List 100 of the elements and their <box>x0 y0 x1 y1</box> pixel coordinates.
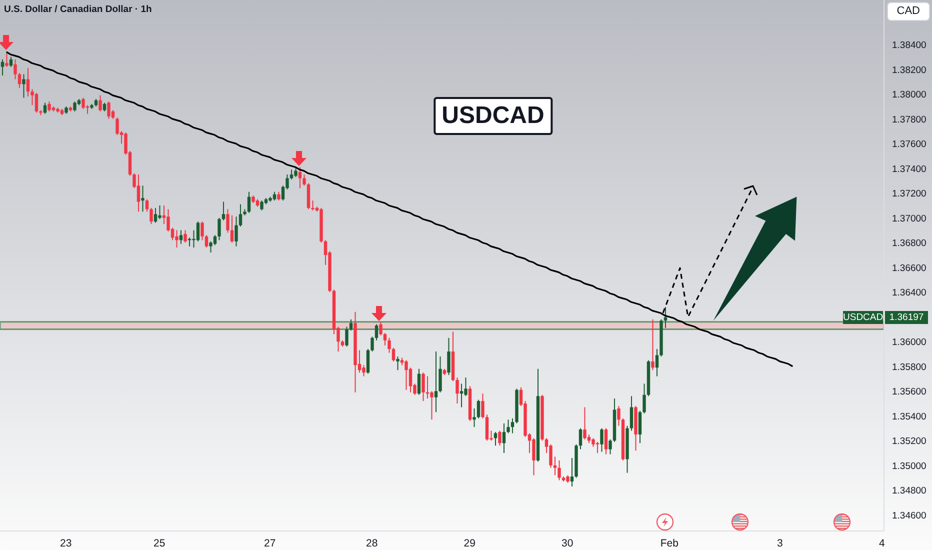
candlestick <box>596 441 600 454</box>
candlestick <box>209 240 212 254</box>
candlestick <box>238 204 242 228</box>
candlestick <box>34 92 38 114</box>
candlestick <box>485 414 489 442</box>
candlestick <box>247 191 251 214</box>
y-tick-label: 1.35400 <box>892 411 926 422</box>
candlestick <box>9 56 13 68</box>
candlestick <box>349 318 353 331</box>
chart-title: U.S. Dollar / Canadian Dollar · 1h <box>4 4 152 15</box>
candlestick <box>136 174 140 212</box>
candlestick <box>617 405 620 426</box>
candlestick <box>600 428 604 452</box>
candlestick <box>494 431 498 446</box>
y-tick-label: 1.37400 <box>892 164 926 175</box>
y-tick-label: 1.37200 <box>892 188 926 200</box>
candlestick <box>430 390 434 420</box>
candlestick <box>549 444 552 468</box>
candlestick <box>0 58 4 76</box>
y-tick-label: 1.35000 <box>892 460 926 472</box>
x-tick-label: Feb <box>660 537 679 550</box>
y-tick-label: 1.36000 <box>892 337 926 348</box>
y-tick-label: 1.35600 <box>892 386 926 398</box>
candlestick <box>141 185 144 212</box>
x-tick-label: 4 <box>878 537 885 550</box>
y-tick-label: 1.36800 <box>892 238 926 250</box>
candlestick <box>388 337 391 354</box>
candlestick <box>583 406 586 440</box>
candlestick <box>481 393 484 419</box>
candlestick <box>230 214 234 244</box>
candlestick <box>107 100 110 120</box>
candlestick <box>638 410 642 444</box>
candlestick <box>179 230 183 244</box>
candlestick <box>175 230 178 248</box>
candlestick <box>98 94 102 112</box>
y-tick-label: 1.35800 <box>892 362 926 373</box>
candlestick <box>438 356 442 393</box>
candlestick <box>366 348 370 374</box>
candlestick <box>82 97 85 110</box>
x-tick-label: 25 <box>154 537 166 550</box>
candlestick <box>298 166 302 189</box>
candlestick <box>642 383 646 414</box>
y-tick-label: 1.34800 <box>892 486 926 497</box>
y-axis-title: CAD <box>886 2 930 21</box>
candlestick <box>213 234 217 246</box>
candlestick <box>48 100 51 112</box>
candlestick <box>404 360 408 390</box>
y-tick-label: 1.38000 <box>892 90 926 101</box>
candlestick <box>460 383 464 408</box>
candlestick <box>5 52 8 68</box>
candlestick <box>73 100 76 112</box>
candlestick <box>184 230 187 244</box>
candlestick <box>200 221 204 241</box>
y-tick-label: 1.34600 <box>892 510 926 522</box>
candlestick <box>447 337 450 376</box>
y-tick-label: 1.35200 <box>892 436 926 448</box>
candlestick <box>14 58 17 80</box>
x-tick-label: 23 <box>60 537 72 550</box>
candlestick <box>558 460 561 481</box>
candlestick <box>604 428 608 455</box>
candlestick <box>553 456 557 476</box>
y-tick-label: 1.36400 <box>892 288 926 299</box>
x-tick-label: 30 <box>562 537 574 550</box>
y-tick-label: 1.37000 <box>892 213 926 224</box>
candlestick <box>464 377 468 397</box>
x-tick-label: 3 <box>776 537 783 550</box>
candlestick <box>396 356 400 371</box>
candlestick <box>116 117 119 136</box>
candlestick <box>655 348 659 377</box>
candlestick <box>260 200 264 211</box>
candlestick <box>506 419 510 434</box>
candlestick <box>234 216 238 247</box>
candlestick <box>226 208 230 234</box>
candlestick <box>434 351 438 413</box>
candlestick <box>154 207 158 224</box>
candlestick <box>383 332 387 346</box>
text: 1.36197 <box>885 311 928 324</box>
candlestick <box>498 430 502 446</box>
candlestick <box>570 457 574 487</box>
candlestick <box>476 399 480 419</box>
annotation: USDCAD <box>434 97 552 135</box>
candlestick <box>302 174 306 186</box>
candlestick <box>374 324 378 341</box>
y-tick-label: 1.37600 <box>892 139 926 150</box>
x-tick-label: 29 <box>464 537 476 550</box>
candlestick <box>532 438 536 476</box>
x-tick-label: 28 <box>366 537 378 550</box>
candlestick <box>222 201 226 221</box>
line-series <box>6 51 794 368</box>
candlestick <box>150 207 153 225</box>
candlestick <box>630 396 634 432</box>
y-tick-label: 1.36600 <box>892 262 926 274</box>
candlestick <box>502 422 506 454</box>
candlestick <box>204 234 208 248</box>
candlestick <box>362 364 366 377</box>
candlestick <box>18 72 22 88</box>
candlestick <box>345 326 348 348</box>
candlestick <box>422 372 425 402</box>
x-tick-label: 27 <box>264 537 276 550</box>
candlestick <box>145 198 149 212</box>
